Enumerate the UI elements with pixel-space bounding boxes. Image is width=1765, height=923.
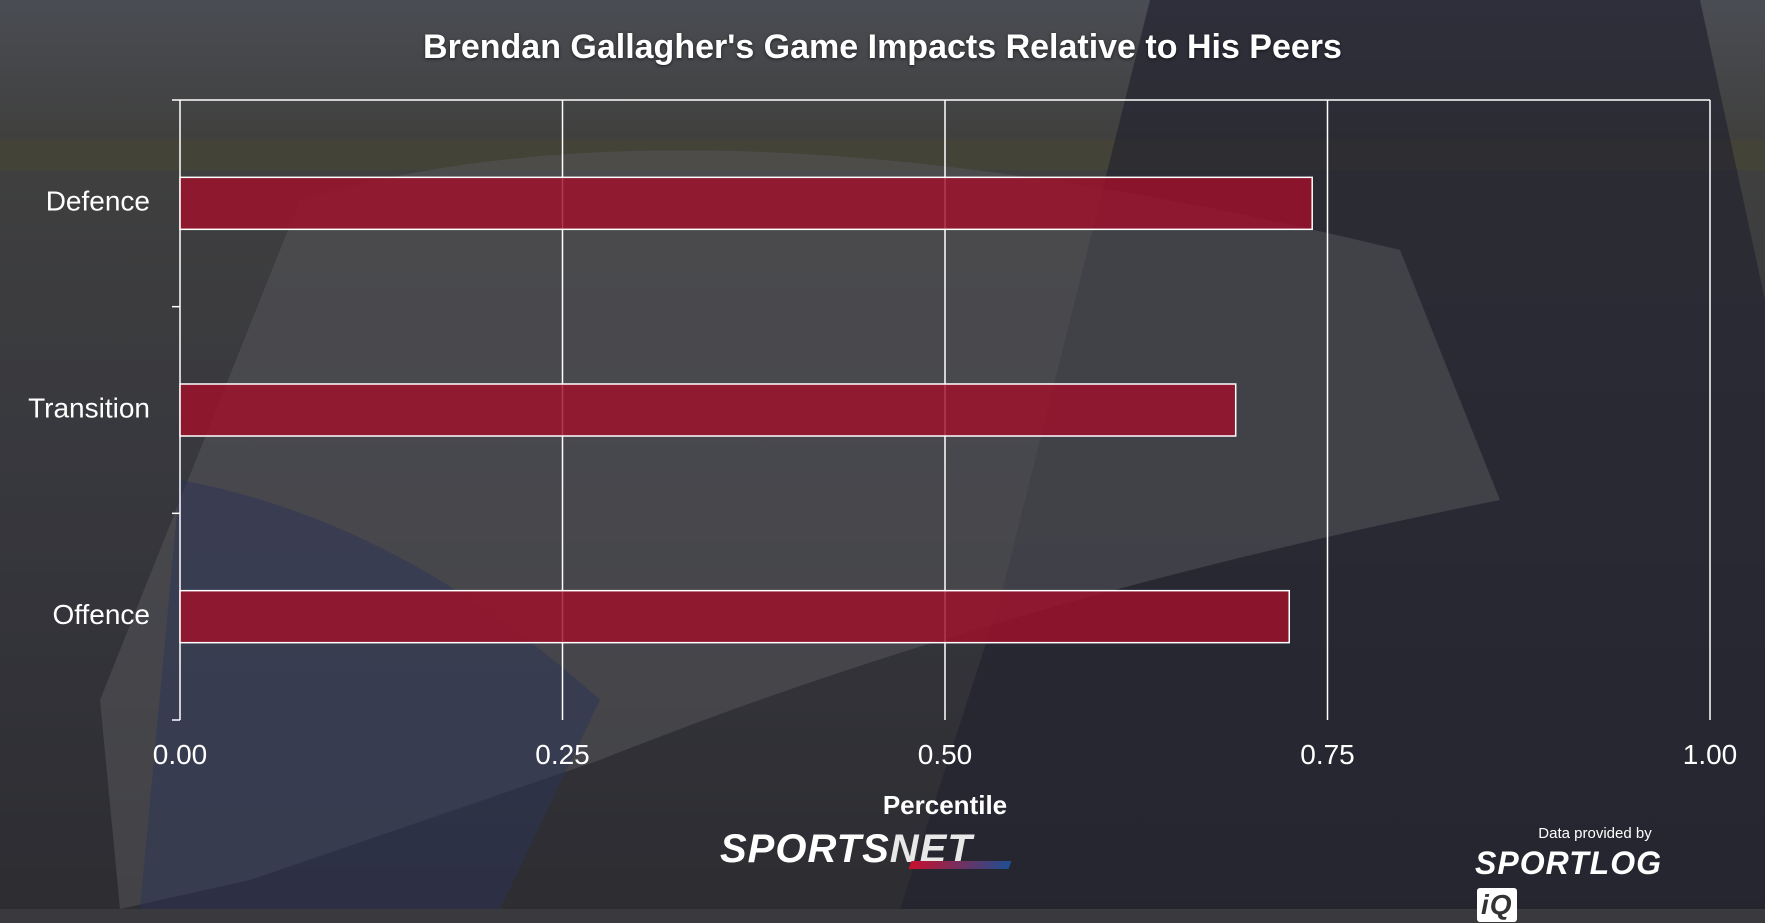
sportsnet-logo: SPORTSNET (720, 825, 1030, 873)
bar-offence (179, 589, 1290, 644)
y-tick-label: Offence (52, 599, 150, 630)
chart-title: Brendan Gallagher's Game Impacts Relativ… (423, 28, 1342, 66)
sportlogiq-logo-text: SPORTLOG (1475, 845, 1662, 881)
x-tick-label: 1.00 (1683, 739, 1738, 770)
x-tick-label: 0.00 (153, 739, 208, 770)
x-tick-label: 0.75 (1300, 739, 1355, 770)
x-tick-label: 0.25 (535, 739, 590, 770)
x-tick-label: 0.50 (918, 739, 973, 770)
x-axis-label: Percentile (882, 790, 1008, 820)
bar-defence (179, 176, 1313, 231)
sportsnet-logo-text-a: SPORTS (720, 827, 890, 871)
y-axis: Defence Transition Offence (28, 186, 150, 630)
y-tick-label: Defence (46, 186, 150, 217)
data-credit: Data provided by (1538, 825, 1652, 842)
bars (179, 176, 1313, 644)
y-tick-label: Transition (28, 392, 150, 423)
bar-transition (179, 383, 1237, 437)
x-axis: 0.00 0.25 0.50 0.75 1.00 (153, 739, 1738, 770)
